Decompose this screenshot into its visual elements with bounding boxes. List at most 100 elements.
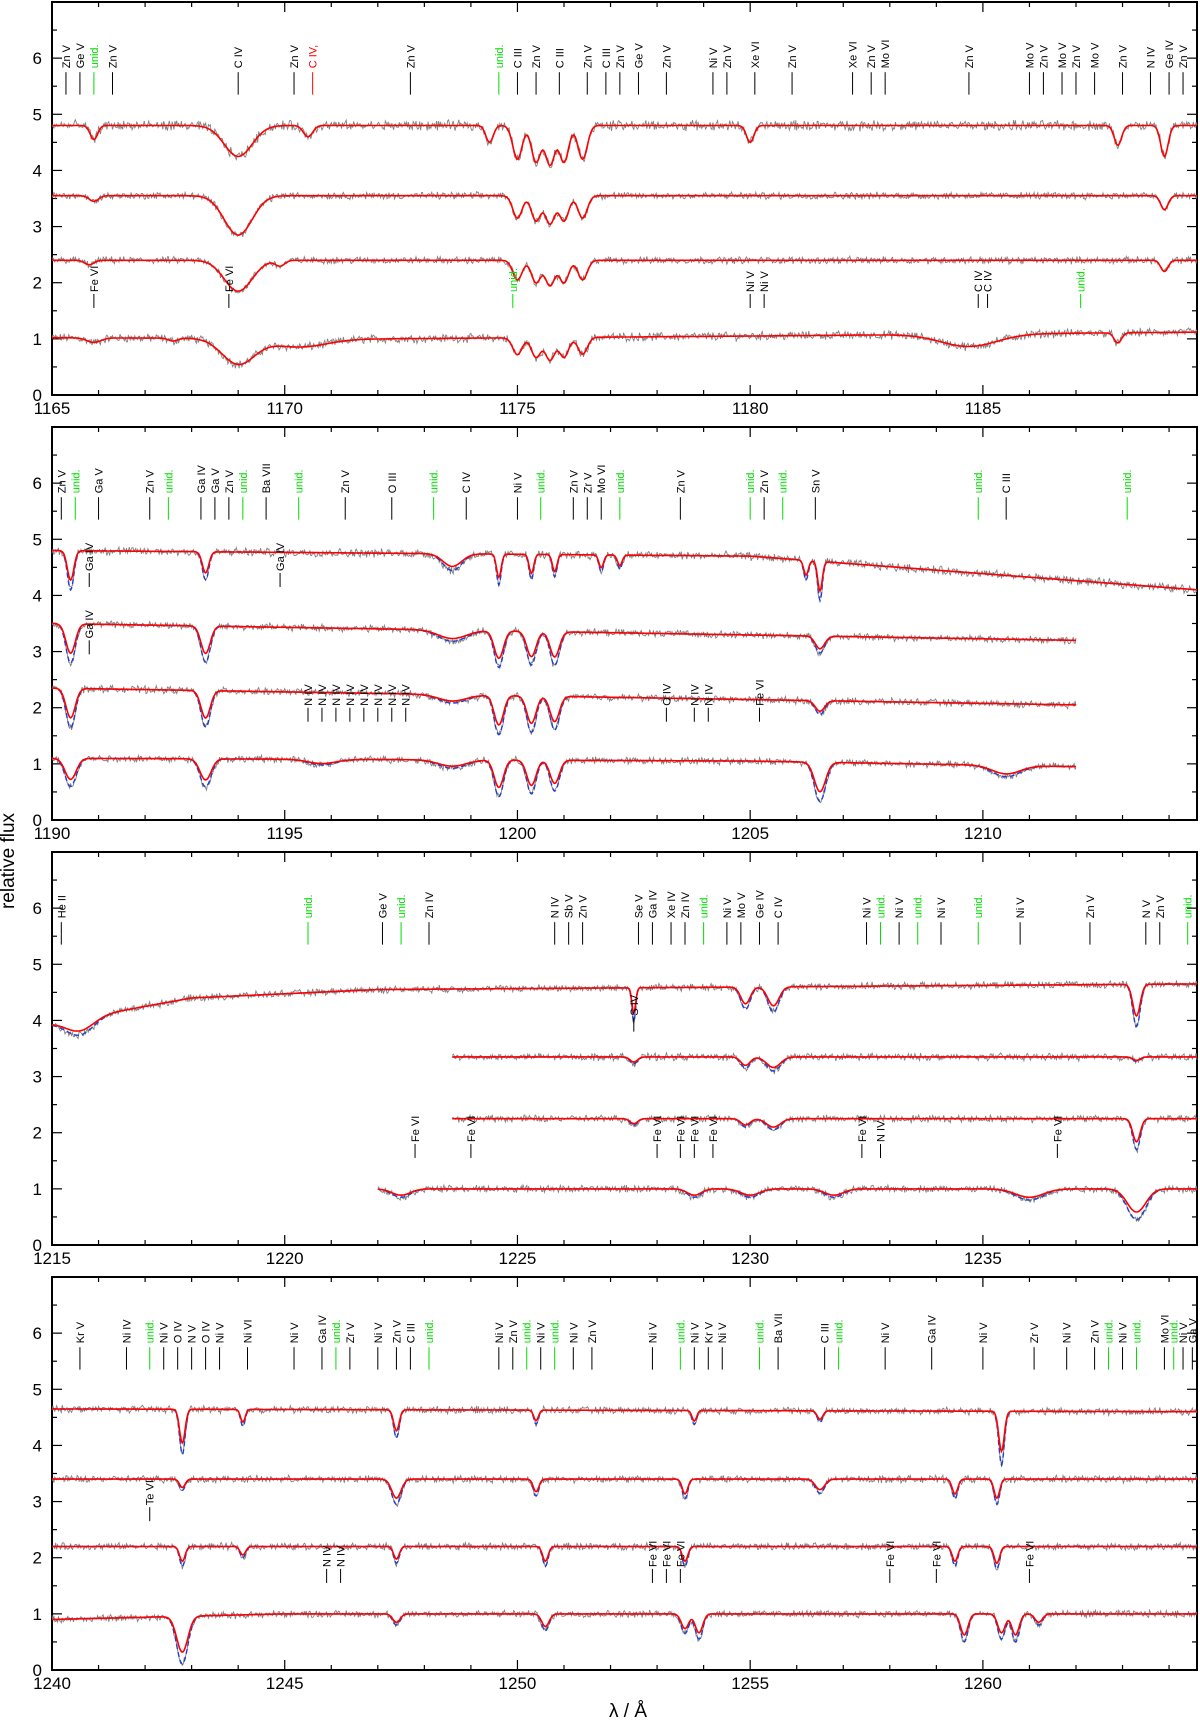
line-id-label: unid. (70, 469, 82, 493)
line-id-label: Zn IV (424, 891, 436, 918)
model-spectrum-alt (377, 1188, 1197, 1221)
inline-id-label: Fe VI (885, 1541, 897, 1567)
line-id-label: unid. (913, 894, 925, 918)
line-id-label: Ba VII (773, 1313, 785, 1343)
line-id-label: N IV (550, 896, 562, 918)
observed-spectrum (51, 326, 1198, 369)
line-id-label: Ni V (880, 1322, 892, 1343)
observed-spectrum (451, 1051, 1198, 1075)
inline-id-label: Ga IV (275, 542, 287, 571)
x-tick-label: 1240 (33, 1674, 71, 1693)
model-spectrum (52, 549, 1198, 594)
line-id-label: Zn V (289, 44, 301, 68)
inline-id-label: N IV (401, 684, 413, 706)
line-id-label: Ni VI (242, 1319, 254, 1343)
line-id-label: Mo VI (880, 40, 892, 69)
line-id-label: C III (512, 48, 524, 68)
y-tick-label: 2 (33, 1124, 42, 1143)
line-id-label: C IV (461, 471, 473, 493)
line-id-label: unid. (834, 1319, 846, 1343)
line-id-label: Ga IV (196, 464, 208, 493)
y-tick-label: 2 (33, 1549, 42, 1568)
inline-id-label: Fe VI (1024, 1541, 1036, 1567)
observed-spectrum (51, 683, 1077, 735)
line-id-label: unid. (494, 44, 506, 68)
line-id-label: unid. (699, 894, 711, 918)
line-id-label: Xe IV (666, 891, 678, 919)
model-spectrum-alt (51, 1613, 1197, 1665)
inline-id-label: Fe VI (661, 1541, 673, 1567)
y-tick-label: 0 (33, 1236, 42, 1255)
line-id-label: Zn V (1085, 894, 1097, 918)
model-spectrum (52, 1408, 1197, 1454)
line-id-label: Zn V (508, 1319, 520, 1343)
line-id-label: unid. (396, 894, 408, 918)
line-id-label: unid. (675, 1319, 687, 1343)
line-id-label: Ni IV (121, 1319, 133, 1344)
line-id-label: unid. (429, 469, 441, 493)
inline-id-label: Fe VI (652, 1116, 664, 1142)
model-spectrum (52, 124, 1197, 167)
model-spectrum (51, 983, 1197, 1032)
inline-id-label: Fe VI (708, 1116, 720, 1142)
line-id-label: Sn V (810, 469, 822, 494)
line-id-label: Zr V (582, 472, 594, 493)
line-id-label: unid. (238, 469, 250, 493)
inline-id-label: Fe VI (89, 266, 101, 292)
inline-id-label: N IV (331, 684, 343, 706)
y-tick-label: 5 (33, 955, 42, 974)
x-tick-label: 1170 (266, 399, 303, 418)
line-id-label: C III (820, 1323, 832, 1343)
line-id-label: C IV (233, 46, 245, 68)
line-id-label: O III (387, 472, 399, 493)
line-id-label: Ni V (512, 472, 524, 493)
line-id-label: Zn V (1038, 44, 1050, 68)
line-id-label: Zn V (1090, 1319, 1102, 1343)
inline-id-label: unid. (508, 268, 520, 292)
line-id-label: Zr V (1029, 1322, 1041, 1343)
line-id-label: unid. (1169, 1319, 1181, 1343)
line-id-label: Xe VI (848, 41, 860, 68)
y-tick-label: 0 (33, 811, 42, 830)
line-id-label: unid. (973, 469, 985, 493)
line-id-label: Xe VI (750, 41, 762, 68)
model-spectrum (52, 622, 1076, 660)
line-id-label: Ni V (862, 897, 874, 918)
line-id-label: Ni V (215, 1322, 227, 1343)
line-id-label: O IV (201, 1321, 213, 1344)
line-id-label: Ge IV (1164, 39, 1176, 68)
x-tick-label: 1225 (499, 1249, 537, 1268)
y-tick-label: 4 (33, 1011, 42, 1030)
model-spectrum (377, 1188, 1197, 1213)
line-id-label: Zn V (224, 469, 236, 493)
line-id-label: Zn V (582, 44, 594, 68)
line-id-label: Ni V (1015, 897, 1027, 918)
inline-id-label: Fe VI (675, 1541, 687, 1567)
line-id-label: unid. (1183, 894, 1195, 918)
line-id-label: Mo VI (1159, 1315, 1171, 1344)
line-id-label: unid. (163, 469, 175, 493)
line-id-label: unid. (615, 469, 627, 493)
line-id-label: Ga IV (317, 1314, 329, 1343)
model-spectrum (452, 1117, 1197, 1143)
observed-spectrum (51, 190, 1198, 238)
line-id-label: unid. (303, 894, 315, 918)
line-id-label: Zn V (391, 1319, 403, 1343)
x-tick-label: 1235 (964, 1249, 1002, 1268)
line-id-label: unid. (754, 1319, 766, 1343)
line-id-label: unid. (331, 1319, 343, 1343)
y-tick-label: 5 (33, 1380, 42, 1399)
line-id-label: Ni V (936, 897, 948, 918)
line-id-label: Se V (633, 894, 645, 919)
inline-id-label: Te VI (145, 1480, 157, 1505)
observed-spectrum (452, 1113, 1198, 1154)
line-id-label: Zn V (145, 469, 157, 493)
line-id-label: unid. (89, 44, 101, 68)
line-id-label: Ge IV (754, 889, 766, 918)
line-id-label: unid. (550, 1319, 562, 1343)
model-spectrum-alt (52, 1478, 1197, 1506)
line-id-label: Ni V (689, 1322, 701, 1343)
line-id-label: Zn V (661, 44, 673, 68)
line-id-label: unid. (973, 894, 985, 918)
line-id-label: unid. (1104, 1319, 1116, 1343)
